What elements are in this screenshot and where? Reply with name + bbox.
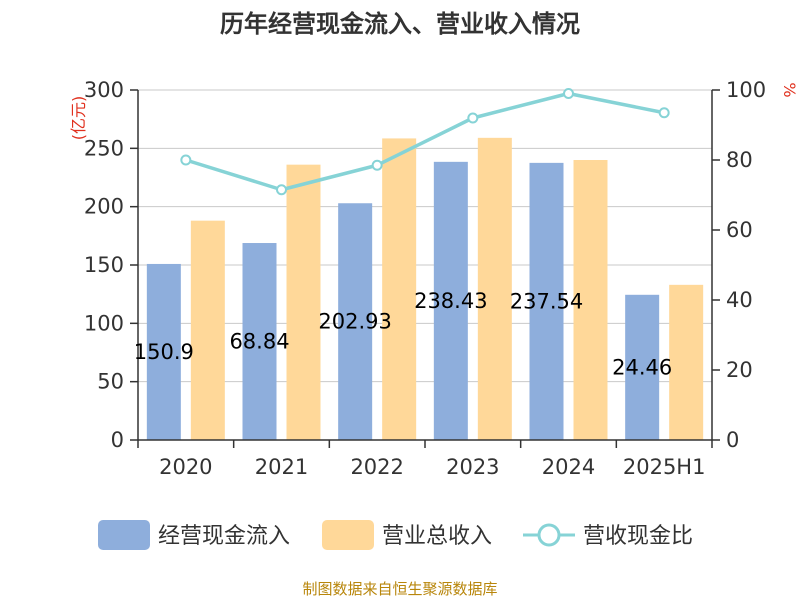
legend-marker-ratio (537, 523, 561, 547)
legend-swatch-revenue (322, 520, 374, 550)
right-axis-ticks: 0 20 40 60 80 100 (711, 78, 766, 452)
legend-label-revenue: 营业总收入 (382, 524, 492, 549)
ratio-point (180, 154, 192, 166)
chart-title: 历年经营现金流入、营业收入情况 (220, 10, 580, 38)
right-tick-label: 0 (726, 428, 739, 452)
left-tick-label: 200 (84, 195, 124, 219)
bar-revenue (190, 220, 225, 440)
bar-data-label: 150.9 (134, 340, 194, 364)
right-tick-label: 80 (726, 148, 753, 172)
data-labels: 150.9 68.84 202.93 238.43 237.54 24.46 (134, 289, 672, 379)
ratio-point (276, 184, 287, 196)
grid-lines (138, 89, 712, 441)
bar-cash-inflow (338, 203, 373, 440)
left-tick-label: 100 (84, 311, 124, 335)
ratio-line (185, 91, 665, 192)
left-axis-ticks: 0 50 100 150 200 250 300 (84, 78, 139, 452)
bar-cash-inflow (625, 294, 660, 440)
bar-revenue (573, 160, 608, 440)
bar-revenue (477, 137, 512, 441)
bar-revenue (286, 164, 321, 440)
legend-label-cash-inflow: 经营现金流入 (158, 524, 290, 549)
bar-cash-inflow (242, 243, 277, 440)
line-series (180, 88, 670, 196)
bar-revenue (669, 284, 704, 440)
x-tick-label: 2022 (350, 455, 403, 479)
bar-data-label: 24.46 (612, 355, 672, 379)
left-axis-unit: (亿元) (69, 96, 88, 141)
bar-cash-inflow (146, 263, 181, 440)
bar-data-label: 202.93 (318, 310, 391, 334)
ratio-point (371, 159, 383, 171)
bar-data-label: 237.54 (510, 289, 583, 313)
x-tick-label: 2025H1 (623, 455, 706, 479)
left-tick-label: 250 (84, 136, 124, 160)
legend-swatch-cash-inflow (98, 520, 150, 550)
left-tick-label: 300 (84, 78, 124, 102)
x-tick-label: 2023 (446, 455, 499, 479)
ratio-point (658, 107, 670, 119)
left-tick-label: 150 (84, 253, 124, 277)
right-tick-label: 100 (726, 78, 766, 102)
left-tick-label: 50 (97, 370, 124, 394)
bar-data-label: 68.84 (229, 330, 289, 354)
legend: 经营现金流入 营业总收入 营收现金比 (98, 520, 693, 550)
right-tick-label: 20 (726, 358, 753, 382)
right-tick-label: 60 (726, 218, 753, 242)
right-axis-unit: % (780, 82, 799, 97)
x-tick-label: 2020 (159, 455, 212, 479)
bar-cash-inflow (433, 161, 468, 440)
bar-cash-inflow (529, 162, 564, 440)
source-note: 制图数据来自恒生聚源数据库 (302, 580, 497, 598)
x-tick-label: 2021 (255, 455, 308, 479)
bar-data-label: 238.43 (414, 289, 487, 313)
bar-marks (146, 137, 704, 441)
x-tick-label: 2024 (542, 455, 595, 479)
bar-revenue (382, 138, 417, 440)
x-axis: 2020 2021 2022 2023 2024 2025H1 (137, 439, 713, 479)
legend-label-ratio: 营收现金比 (583, 524, 693, 549)
ratio-point (467, 112, 479, 124)
left-tick-label: 0 (111, 428, 124, 452)
ratio-point (563, 88, 574, 99)
right-tick-label: 40 (726, 288, 753, 312)
